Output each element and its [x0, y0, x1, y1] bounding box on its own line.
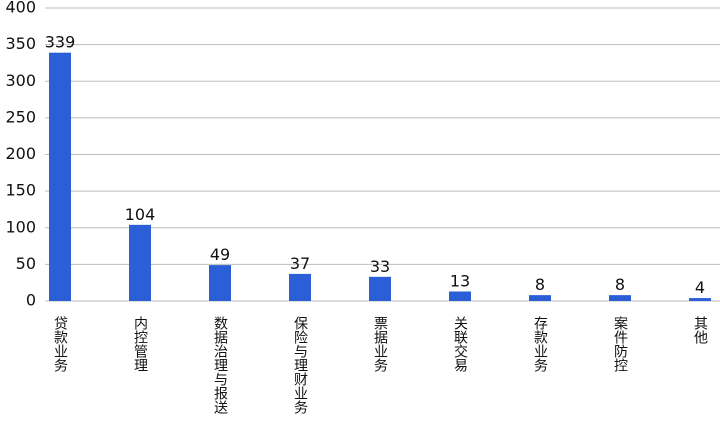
x-tick-label: 案件防控: [612, 315, 628, 372]
bar: [49, 52, 71, 302]
x-tick-label: 数据治理与报送: [212, 316, 228, 415]
y-tick-label: 350: [5, 34, 36, 53]
y-tick-label: 50: [16, 254, 36, 273]
value-label: 339: [45, 33, 76, 52]
x-tick-label: 票据业务: [372, 316, 388, 372]
value-label: 4: [695, 278, 705, 297]
bar: [369, 276, 391, 301]
value-label: 8: [615, 275, 625, 294]
bar: [689, 298, 711, 301]
y-tick-label: 150: [5, 181, 36, 200]
x-tick-label: 其他: [692, 316, 708, 345]
bar: [609, 295, 631, 301]
bar: [289, 273, 311, 301]
value-label: 37: [290, 254, 310, 273]
value-label: 8: [535, 275, 545, 294]
bar: [529, 295, 551, 301]
bar: [209, 265, 231, 301]
bar: [129, 224, 151, 301]
x-tick-label: 保险与理财业务: [292, 316, 308, 414]
x-tick-label: 内控管理: [132, 316, 148, 372]
y-tick-label: 100: [5, 217, 36, 236]
y-tick-label: 400: [5, 0, 36, 17]
x-tick-label: 关联交易: [452, 316, 468, 372]
y-tick-label: 0: [26, 291, 36, 310]
value-label: 104: [125, 205, 156, 224]
value-label: 49: [210, 245, 230, 264]
y-tick-label: 300: [5, 71, 36, 90]
value-label: 33: [370, 257, 390, 276]
y-tick-label: 250: [5, 107, 36, 126]
x-tick-label: 贷款业务: [52, 316, 68, 372]
bar: [449, 291, 471, 301]
value-label: 13: [450, 271, 470, 290]
y-tick-label: 200: [5, 144, 36, 163]
x-tick-label: 存款业务: [532, 316, 548, 372]
